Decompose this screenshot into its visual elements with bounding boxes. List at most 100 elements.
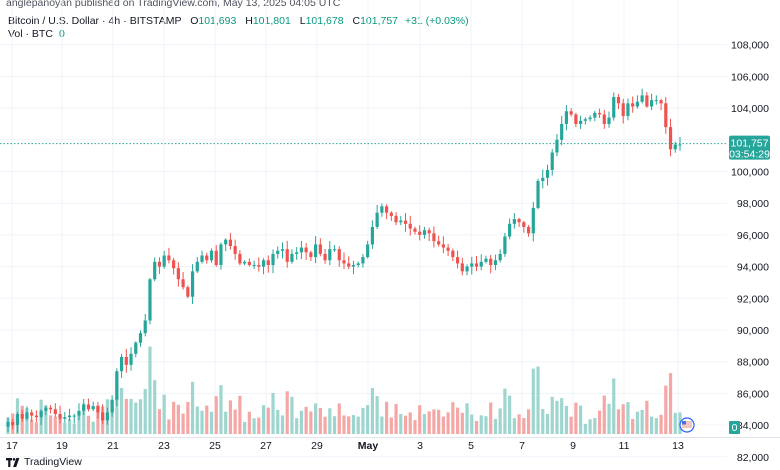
candle-body xyxy=(190,271,195,297)
volume-bar xyxy=(460,412,464,434)
tradingview-footer: TradingView xyxy=(6,456,82,468)
candle-body xyxy=(96,406,100,413)
last-price-tag-bg xyxy=(729,135,770,160)
candle-body xyxy=(129,353,133,365)
candle-body xyxy=(479,261,483,267)
candle-body xyxy=(186,287,190,297)
candle-body xyxy=(276,250,280,254)
price-axis-label: 96,000 xyxy=(737,230,769,242)
candle-body xyxy=(460,263,464,272)
volume-bar xyxy=(304,406,308,434)
symbol-name: Bitcoin / U.S. Dollar xyxy=(8,15,100,27)
candle-body xyxy=(612,97,616,118)
change-value: +31 (+0.03%) xyxy=(404,15,469,27)
candle-body xyxy=(394,215,398,223)
volume-bar xyxy=(271,392,275,434)
volume-bar xyxy=(664,385,668,434)
candle-body xyxy=(418,231,422,235)
flag-icon[interactable] xyxy=(679,417,695,433)
publisher-line: anglepanoyan published on TradingView.co… xyxy=(6,0,341,9)
volume-bar xyxy=(309,411,313,434)
volume-bar xyxy=(86,415,91,434)
candle-body xyxy=(484,258,488,262)
volume-bar xyxy=(82,403,86,434)
volume-bar xyxy=(370,388,374,434)
candle-body xyxy=(44,407,48,411)
candle-body xyxy=(597,112,602,115)
candle-body xyxy=(437,241,441,245)
volume-bar xyxy=(266,407,270,434)
volume-bar xyxy=(124,398,128,434)
candle-body xyxy=(11,421,15,426)
candle-body xyxy=(351,265,356,267)
volume-bar xyxy=(650,416,654,434)
candle-body xyxy=(25,412,29,419)
candle-body xyxy=(39,410,43,418)
candle-body xyxy=(224,239,228,245)
time-axis-label: 13 xyxy=(672,440,684,452)
volume-bar xyxy=(403,415,408,434)
exchange-label: BITSTAMP xyxy=(129,15,182,27)
volume-bar xyxy=(342,415,346,434)
volume-bar xyxy=(209,411,214,434)
volume-bar xyxy=(560,398,564,434)
volume-bar xyxy=(238,395,242,434)
time-axis-label: 3 xyxy=(417,440,423,452)
candle-body xyxy=(110,399,114,413)
volume-bar xyxy=(243,421,247,434)
candle-body xyxy=(347,263,351,267)
volume-bar xyxy=(418,405,422,434)
volume-bar xyxy=(602,395,606,434)
time-axis[interactable]: 17 19 21 23 25 27 29 May 3 5 7 9 11 13 xyxy=(6,440,684,452)
volume-bar xyxy=(233,409,237,434)
volume-bar xyxy=(574,402,578,434)
volume-bar xyxy=(413,420,417,434)
candle-body xyxy=(53,409,57,415)
volume-bar xyxy=(318,408,322,434)
volume-bar xyxy=(110,401,114,434)
volume-bar xyxy=(172,401,176,434)
candle-body xyxy=(673,144,677,150)
candle-body xyxy=(432,233,436,242)
volume-bar xyxy=(579,405,583,434)
candle-body xyxy=(512,219,516,224)
candle-body xyxy=(531,207,535,234)
volume-bar xyxy=(569,416,573,434)
candle-body xyxy=(172,260,176,269)
time-axis-label: 25 xyxy=(209,440,221,452)
volume-bar xyxy=(257,417,261,434)
volume-bar xyxy=(356,416,360,434)
candle-body xyxy=(271,253,275,266)
last-price-tag-value: 101,757 xyxy=(731,138,769,150)
candle-body xyxy=(153,261,157,280)
candle-body xyxy=(228,239,233,246)
volume-bar xyxy=(621,404,625,434)
volume-bar xyxy=(508,395,512,434)
candle-body xyxy=(607,117,611,124)
volume-bar xyxy=(25,408,29,434)
volume-label: Vol · BTC xyxy=(8,28,53,40)
candle-body xyxy=(247,261,251,266)
price-axis-label: 90,000 xyxy=(737,325,769,337)
time-axis-label: May xyxy=(358,440,379,452)
price-axis[interactable]: 108,000106,000104,000102,000100,00098,00… xyxy=(731,40,769,464)
candle-body xyxy=(318,244,322,254)
volume-bar xyxy=(479,415,483,434)
candle-body xyxy=(366,244,370,258)
volume-bar xyxy=(564,405,569,434)
candle-body xyxy=(143,320,147,334)
low-key: L xyxy=(299,15,306,27)
candle-body xyxy=(659,100,663,104)
volume-bar xyxy=(228,400,233,434)
volume-bar xyxy=(399,413,403,434)
candle-body xyxy=(678,144,682,146)
candle-body xyxy=(195,261,199,272)
volume-bar xyxy=(67,418,72,434)
volume-bar xyxy=(276,409,280,434)
volume-bar xyxy=(446,412,450,434)
candle-body xyxy=(323,253,327,261)
candle-body xyxy=(134,342,138,354)
volume-bar xyxy=(427,411,431,434)
candle-body xyxy=(314,244,318,258)
